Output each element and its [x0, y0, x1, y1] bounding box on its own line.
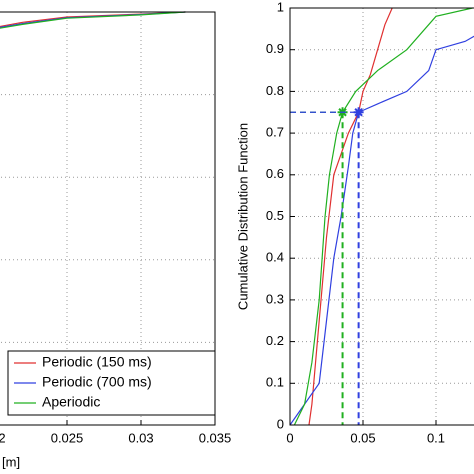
x-tick-label: 0.025 — [51, 430, 84, 445]
star-marker — [353, 107, 364, 118]
legend-label: Periodic (700 ms) — [42, 374, 152, 390]
axes: 0.020.0250.030.03500.20.40.60.81[m]Perio… — [0, 11, 232, 469]
axes: 0 0.05 0.1 0 0.1 0.2 0.3 0.4 0.5 0.6 0.7 0.8 0.9 1 Cum… — [235, 0, 474, 445]
line — [293, 7, 473, 426]
legend-box — [7, 350, 216, 416]
x-axis-label: [m] — [2, 454, 20, 469]
x-tick-label: 0.05 — [350, 430, 375, 445]
y-tick-label: 0.7 — [266, 125, 284, 140]
y-tick-label: 0.6 — [266, 166, 284, 181]
x-tick-label: 0.02 — [0, 430, 6, 445]
y-tick-label: 0.5 — [266, 208, 284, 223]
y-tick-label: 0.9 — [266, 41, 284, 56]
y-tick-label: 0 — [277, 416, 284, 431]
y-tick-label: 0.3 — [266, 291, 284, 306]
axes-frame — [289, 7, 474, 426]
y-axis-label: Cumulative Distribution Function — [235, 123, 250, 310]
x-tick-label: 0.035 — [199, 430, 232, 445]
x-tick-label: 0.03 — [128, 430, 153, 445]
y-tick-label: 0.2 — [266, 333, 284, 348]
y-tick-label: 0.4 — [266, 250, 284, 265]
line — [289, 35, 474, 426]
x-tick-label: 0.1 — [427, 430, 445, 445]
legend-label: Aperiodic — [42, 394, 100, 410]
axes-frame — [0, 11, 216, 426]
y-tick-label: 0.8 — [266, 83, 284, 98]
line — [0, 11, 186, 29]
y-tick-label: 0.1 — [266, 375, 284, 390]
line — [308, 7, 393, 426]
y-tick-label: 1 — [277, 0, 284, 14]
legend-label: Periodic (150 ms) — [42, 354, 152, 370]
x-tick-label: 0 — [286, 430, 293, 445]
